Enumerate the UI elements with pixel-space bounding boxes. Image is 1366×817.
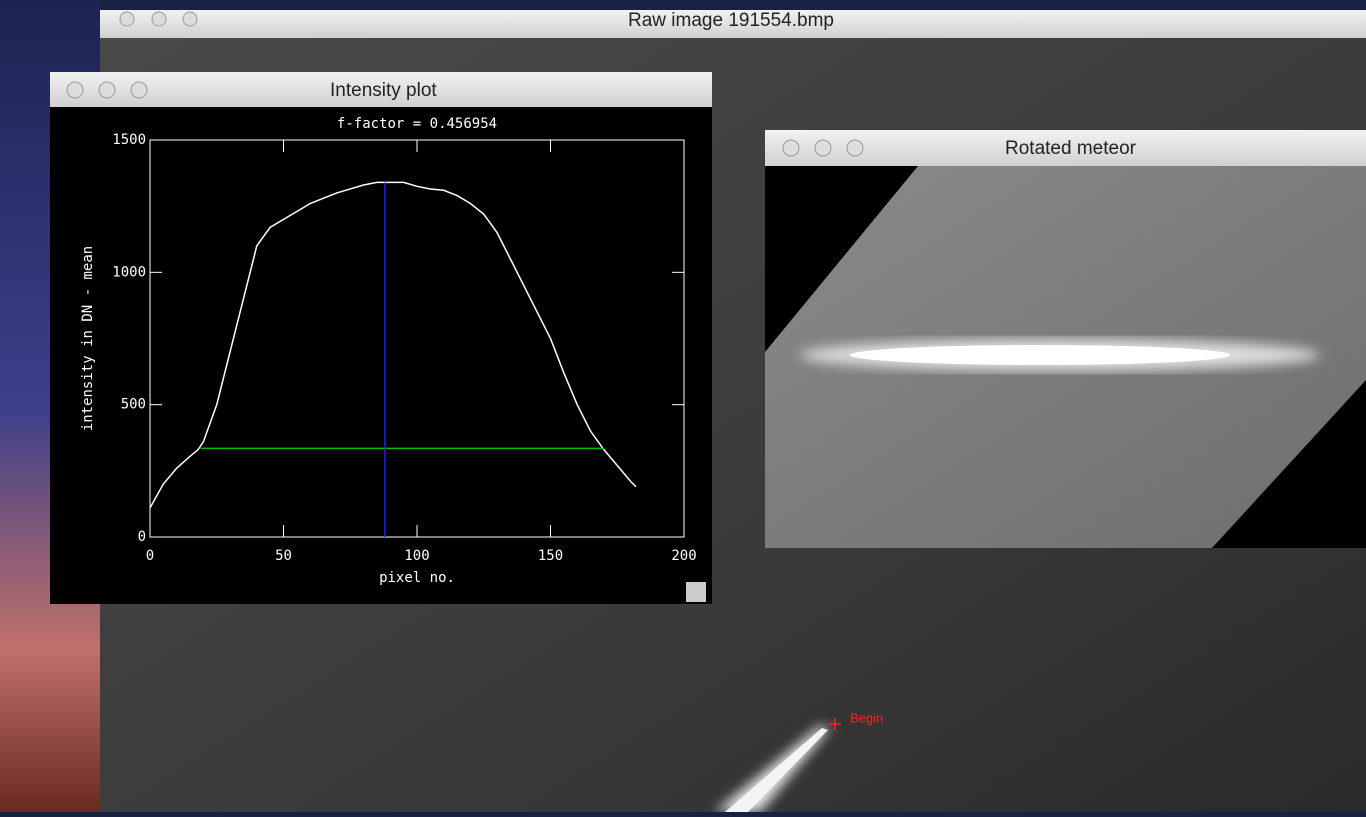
window-buttons[interactable] [120, 12, 197, 26]
window-buttons[interactable] [783, 140, 863, 156]
x-tick-label: 150 [538, 548, 563, 564]
y-tick-label: 0 [138, 529, 146, 545]
resize-handle[interactable] [686, 582, 706, 602]
window-buttons[interactable] [67, 82, 147, 98]
chart-title: f-factor = 0.456954 [337, 116, 497, 132]
y-tick-label: 1500 [112, 132, 146, 148]
x-tick-label: 50 [275, 548, 292, 564]
plot-background [50, 107, 712, 604]
meteor [850, 345, 1230, 365]
x-axis-label: pixel no. [379, 570, 455, 586]
y-tick-label: 1000 [112, 264, 146, 280]
x-tick-label: 200 [671, 548, 696, 564]
screen: Raw image 191554.bmp Begin Rotated meteo… [0, 0, 1366, 812]
x-tick-label: 0 [146, 548, 154, 564]
page: Raw image 191554.bmp Begin Rotated meteo… [0, 0, 1366, 812]
y-axis-label: intensity in DN - mean [80, 246, 96, 431]
window-title: Intensity plot [330, 80, 437, 101]
annotation: Begin [850, 710, 883, 725]
x-tick-label: 100 [404, 548, 429, 564]
y-tick-label: 500 [121, 397, 146, 413]
window-title: Rotated meteor [1005, 138, 1137, 159]
window-title: Raw image 191554.bmp [628, 10, 834, 31]
